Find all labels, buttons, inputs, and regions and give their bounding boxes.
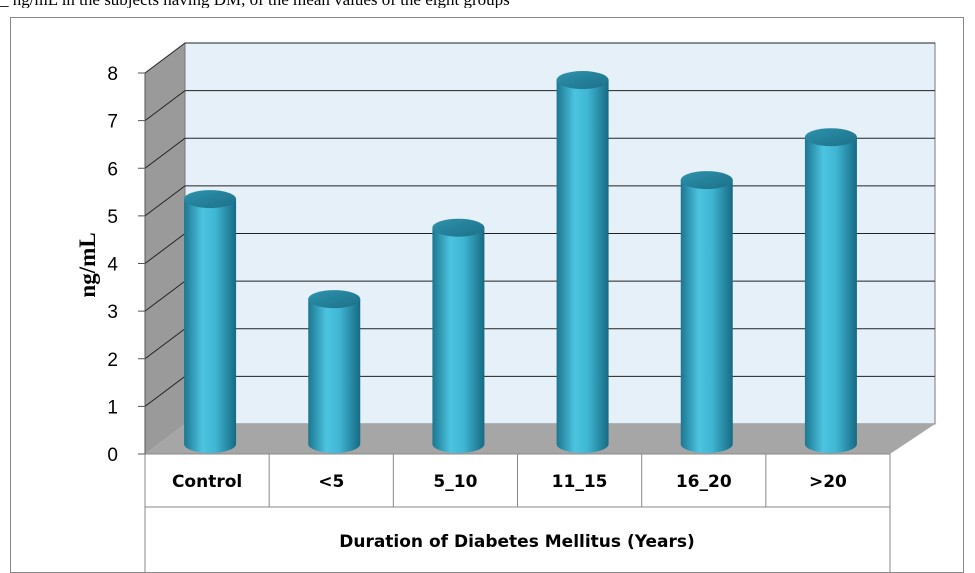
- y-tick-label-8: 8: [107, 64, 118, 85]
- y-axis-title: ng/mL: [75, 232, 100, 297]
- gridline-side-7: [144, 90, 186, 122]
- y-tick-label-1: 1: [107, 397, 118, 418]
- y-tick-label-7: 7: [107, 112, 118, 133]
- gridline-side-1: [144, 375, 186, 407]
- gridline-side-4: [144, 233, 186, 264]
- bar-cap-3: [556, 71, 609, 90]
- y-tick-label-0: 0: [107, 445, 118, 466]
- bar-5: [804, 128, 857, 453]
- bar-cap-2: [432, 218, 485, 237]
- category-dividers: [268, 454, 767, 507]
- bar-body-4: [680, 180, 733, 453]
- bar-3: [556, 71, 609, 454]
- category-label-3: 11_15: [552, 472, 608, 492]
- bar-2: [432, 218, 485, 453]
- bar-cap-5: [804, 128, 857, 147]
- gridline-side-6: [144, 137, 186, 169]
- bar-body-0: [184, 199, 237, 453]
- bar-4: [680, 171, 733, 453]
- y-tick-labels: 0 1 2 3 4 5 6 7 8: [107, 64, 146, 466]
- category-label-0: Control: [172, 472, 242, 492]
- bar-body-5: [804, 137, 857, 453]
- gridline-side-2: [144, 328, 186, 360]
- x-axis-title: Duration of Diabetes Mellitus (Years): [339, 532, 695, 552]
- gridline-side-3: [144, 280, 186, 312]
- gridline-side-8: [144, 42, 186, 74]
- category-label-1: <5: [318, 472, 344, 492]
- bar-cap-4: [680, 171, 733, 190]
- bar-body-1: [308, 299, 361, 453]
- top-caption-fragment: _ ng/mL in the subjects having DM, of th…: [0, 0, 975, 8]
- y-tick-label-5: 5: [107, 207, 118, 228]
- bar-cap-1: [308, 290, 361, 309]
- y-tick-label-4: 4: [107, 255, 118, 276]
- y-tick-label-6: 6: [107, 159, 118, 180]
- bar-body-3: [556, 80, 609, 454]
- bar-1: [308, 290, 361, 453]
- gridline-side-5: [144, 185, 186, 217]
- category-label-2: 5_10: [433, 472, 477, 492]
- bars: [184, 71, 857, 454]
- y-tick-label-3: 3: [107, 302, 118, 323]
- category-label-4: 16_20: [676, 472, 732, 492]
- bar-cap-0: [184, 190, 237, 209]
- category-label-5: >20: [809, 472, 847, 492]
- category-labels: Control <5 5_10 11_15 16_20 >20: [172, 472, 847, 492]
- y-tick-label-2: 2: [107, 350, 118, 371]
- bar-0: [184, 190, 237, 453]
- bar-body-2: [432, 227, 485, 453]
